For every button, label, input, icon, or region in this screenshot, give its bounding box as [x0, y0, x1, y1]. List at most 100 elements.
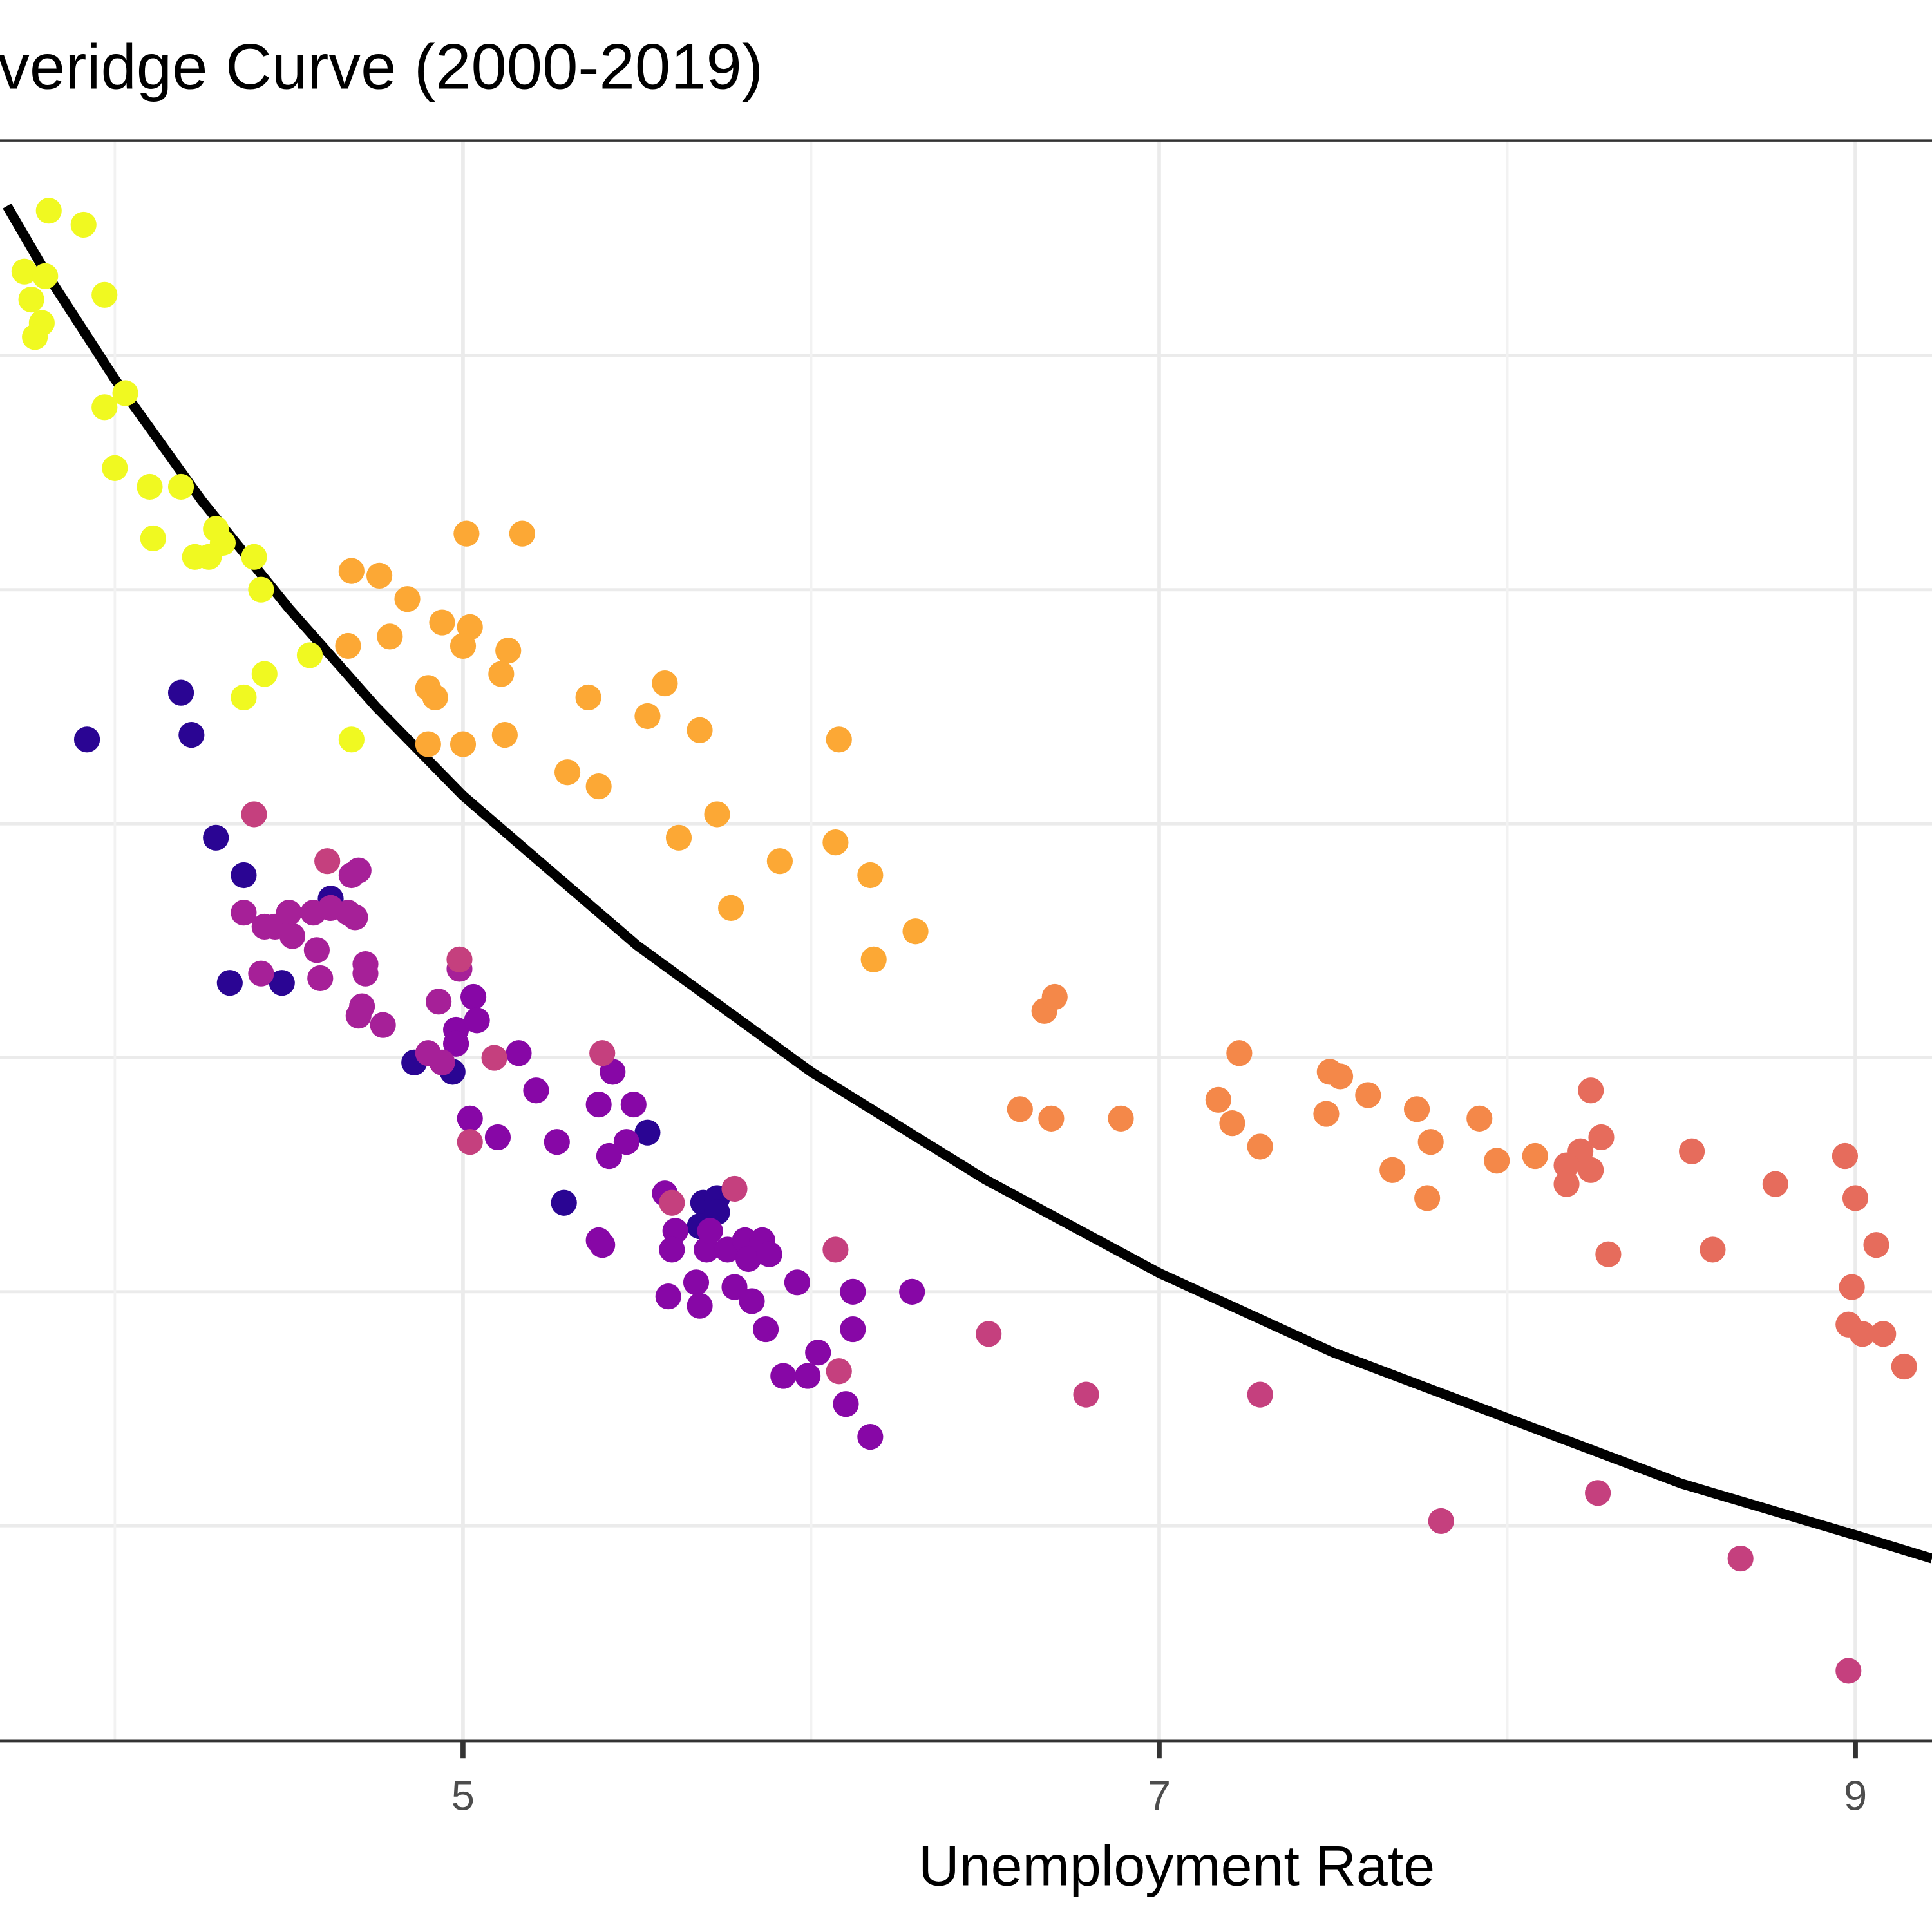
data-point [415, 731, 441, 757]
data-point [484, 1124, 511, 1151]
data-point [338, 726, 365, 753]
data-point [840, 1316, 866, 1343]
data-point [464, 1007, 490, 1034]
series-2007-2009 [241, 801, 1862, 1684]
data-point [589, 1040, 616, 1066]
data-point [596, 1142, 623, 1170]
data-point [613, 1129, 639, 1155]
data-point [1679, 1138, 1705, 1164]
data-point [1727, 1546, 1754, 1572]
data-point [196, 544, 222, 570]
data-point [634, 1119, 661, 1146]
data-point [1863, 1232, 1889, 1258]
data-point [1403, 1096, 1430, 1122]
data-point [453, 520, 480, 547]
data-point [248, 576, 274, 603]
data-point [495, 638, 522, 664]
data-point [1839, 1274, 1865, 1300]
data-point [457, 1129, 483, 1155]
data-point [1835, 1658, 1862, 1684]
data-point [826, 1358, 852, 1385]
data-point [303, 937, 330, 963]
data-point [1041, 983, 1068, 1010]
data-point [426, 989, 452, 1015]
data-point [1578, 1157, 1604, 1183]
data-point [32, 263, 59, 289]
data-point [1226, 1040, 1253, 1066]
data-point [314, 848, 341, 875]
data-point [73, 726, 100, 753]
data-point [1313, 1101, 1340, 1127]
series-2000-2001 [73, 679, 730, 1240]
data-point [1588, 1124, 1615, 1151]
data-point [826, 726, 852, 753]
data-point [1038, 1105, 1065, 1132]
data-point [805, 1340, 831, 1366]
data-point [429, 609, 455, 636]
data-point [721, 1175, 748, 1202]
data-point [784, 1269, 810, 1296]
data-point [1466, 1105, 1493, 1132]
data-point [822, 1236, 849, 1263]
data-point [167, 679, 194, 706]
data-point [443, 1030, 469, 1057]
data-point [1891, 1353, 1917, 1380]
data-point [279, 923, 306, 949]
data-point [1417, 1129, 1444, 1155]
data-point [976, 1321, 1002, 1347]
data-point [296, 642, 323, 668]
data-point [22, 324, 48, 350]
data-point [241, 801, 267, 828]
data-point [1247, 1381, 1273, 1408]
data-point [1219, 1110, 1245, 1137]
data-point [739, 1288, 765, 1314]
data-point [857, 1423, 884, 1450]
data-point [481, 1045, 507, 1071]
fit-line-group [3, 204, 1932, 1564]
data-point [1578, 1077, 1604, 1104]
series-2017-2019 [11, 198, 365, 753]
series-2002-2004 [443, 983, 925, 1450]
data-point [840, 1278, 866, 1305]
data-point [1355, 1082, 1381, 1108]
data-point [335, 632, 361, 659]
data-point [766, 848, 793, 875]
data-point [718, 895, 744, 921]
data-point [620, 1091, 647, 1118]
data-point [665, 824, 692, 851]
data-point [1870, 1321, 1897, 1347]
data-point [1849, 1321, 1875, 1347]
data-point [860, 946, 887, 972]
data-point [102, 455, 128, 481]
data-point [338, 558, 365, 584]
data-point [248, 960, 274, 987]
data-point [91, 281, 118, 308]
data-point [137, 473, 163, 500]
data-point [216, 970, 243, 996]
data-point [704, 801, 730, 828]
data-point [585, 773, 612, 800]
data-point [795, 1363, 821, 1389]
data-point [18, 287, 44, 313]
data-point [655, 1283, 681, 1310]
data-point [652, 670, 678, 697]
data-point [1762, 1171, 1788, 1197]
data-point [1553, 1152, 1580, 1179]
data-point [509, 520, 535, 547]
data-points [11, 198, 1917, 1684]
data-point [551, 1189, 577, 1216]
fitted-curve-line [3, 204, 1932, 1564]
data-point [634, 703, 661, 730]
data-point [833, 1391, 859, 1417]
data-point [585, 1091, 612, 1118]
data-point [1595, 1241, 1622, 1267]
data-point [450, 632, 477, 659]
data-point [450, 731, 477, 757]
data-point [446, 946, 473, 972]
data-point [231, 684, 257, 710]
data-point [1379, 1157, 1406, 1183]
data-point [342, 904, 368, 931]
series-2014-2017 [335, 520, 929, 972]
data-point [1414, 1185, 1441, 1211]
